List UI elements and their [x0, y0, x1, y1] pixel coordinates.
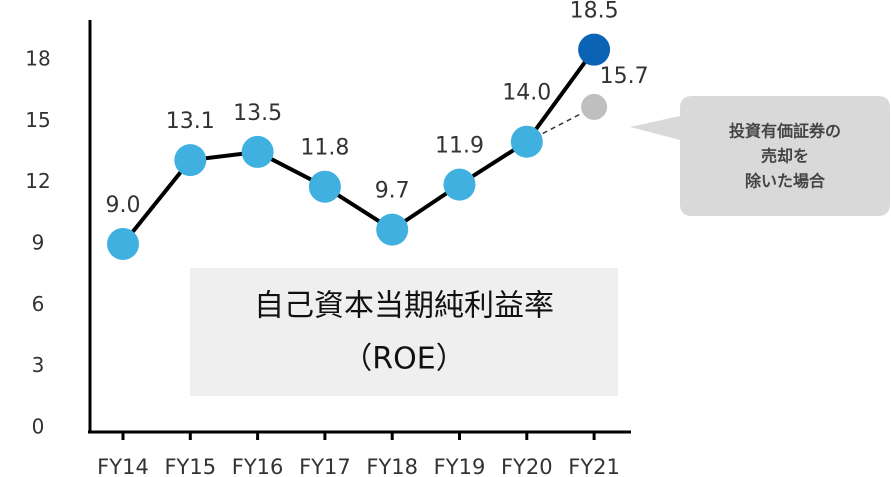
point [174, 144, 207, 177]
data-label: 9.7 [375, 179, 410, 204]
point [107, 227, 139, 260]
chart-title: 自己資本当期純利益率 [254, 289, 554, 324]
x-tick-label: FY16 [232, 455, 284, 477]
point [241, 135, 274, 168]
y-tick-label: 0 [32, 415, 45, 439]
x-tick-label: FY21 [568, 455, 620, 477]
y-tick-label: 9 [32, 230, 45, 254]
y-tick-label: 6 [32, 292, 45, 316]
data-label: 11.9 [435, 134, 484, 159]
point [308, 170, 341, 203]
x-tick-label: FY18 [366, 455, 418, 477]
title-box [190, 268, 618, 396]
data-label: 13.5 [233, 101, 282, 126]
point [578, 33, 611, 66]
x-tick-label: FY20 [501, 455, 553, 477]
x-tick-label: FY14 [97, 455, 149, 477]
point [376, 213, 409, 246]
data-label: 13.1 [166, 109, 215, 134]
y-tick-label: 15 [25, 108, 50, 132]
x-tick-label: FY15 [164, 455, 216, 477]
data-label: 18.5 [570, 0, 619, 24]
data-label: 9.0 [106, 193, 141, 218]
callout-text: 除いた場合 [745, 172, 826, 191]
chart-subtitle: （ROE） [342, 342, 465, 377]
point [443, 168, 476, 201]
callout-text: 投資有価証券の [729, 122, 841, 141]
y-tick-label: 3 [32, 353, 45, 377]
data-label: 11.8 [300, 136, 349, 161]
x-tick-label: FY17 [299, 455, 351, 477]
callout [630, 96, 890, 216]
point [510, 125, 543, 158]
callout-text: 売却を [761, 147, 809, 166]
data-label: 15.7 [600, 64, 649, 89]
alt-point [581, 93, 608, 120]
y-tick-label: 12 [25, 169, 50, 193]
data-label: 14.0 [502, 81, 551, 106]
y-tick-label: 18 [25, 46, 50, 70]
x-tick-label: FY19 [434, 455, 486, 477]
